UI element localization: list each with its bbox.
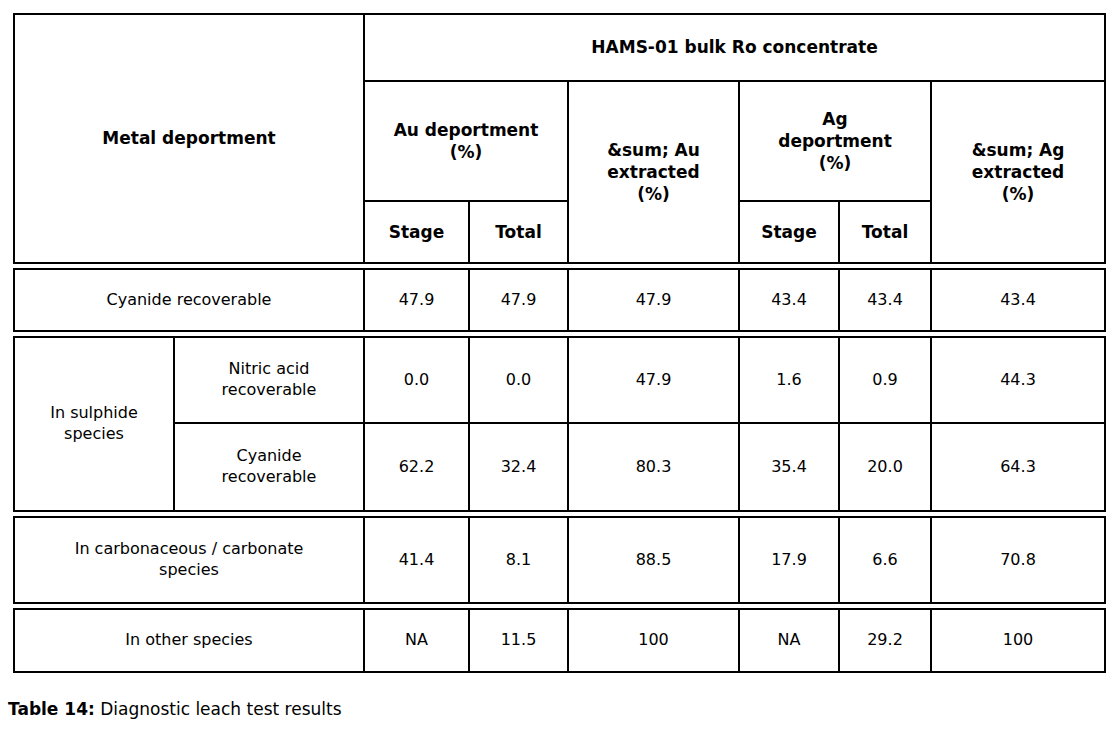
cell-carbonaceous-au-stage: 41.4 xyxy=(364,517,469,603)
cell-cyanide-au-total: 47.9 xyxy=(469,269,568,331)
row-carbonaceous-species: In carbonaceous / carbonate species 41.4… xyxy=(13,516,1106,604)
cell-carbonaceous-sum-ag: 70.8 xyxy=(931,517,1105,603)
table-header-block: Metal deportment HAMS-01 bulk Ro concent… xyxy=(13,13,1106,264)
cell-sulphide-cyanide-ag-stage: 35.4 xyxy=(739,423,839,511)
cell-carbonaceous-sum-au: 88.5 xyxy=(568,517,739,603)
cell-cyanide-sum-au: 47.9 xyxy=(568,269,739,331)
cell-sulphide-cyanide-au-total: 32.4 xyxy=(469,423,568,511)
document-page: Metal deportment HAMS-01 bulk Ro concent… xyxy=(0,0,1113,735)
cell-cyanide-ag-total: 43.4 xyxy=(839,269,931,331)
cell-other-au-stage: NA xyxy=(364,609,469,672)
header-ag-total: Total xyxy=(839,201,931,263)
cell-cyanide-sum-ag: 43.4 xyxy=(931,269,1105,331)
cell-carbonaceous-ag-total: 6.6 xyxy=(839,517,931,603)
row-label-cyanide-recoverable: Cyanide recoverable xyxy=(14,269,364,331)
cell-cyanide-au-stage: 47.9 xyxy=(364,269,469,331)
cell-nitric-ag-total: 0.9 xyxy=(839,337,931,423)
cell-other-ag-total: 29.2 xyxy=(839,609,931,672)
row-other-species: In other species NA 11.5 100 NA 29.2 100 xyxy=(13,608,1106,673)
cell-carbonaceous-au-total: 8.1 xyxy=(469,517,568,603)
header-ag-deportment: Ag deportment (%) xyxy=(739,81,931,201)
header-concentrate-group: HAMS-01 bulk Ro concentrate xyxy=(364,14,1105,81)
cell-nitric-au-stage: 0.0 xyxy=(364,337,469,423)
cell-other-sum-ag: 100 xyxy=(931,609,1105,672)
cell-sulphide-cyanide-au-stage: 62.2 xyxy=(364,423,469,511)
row-label-nitric-acid-recoverable: Nitric acid recoverable xyxy=(174,337,364,423)
header-au-deportment: Au deportment (%) xyxy=(364,81,568,201)
group-label-sulphide-species: In sulphide species xyxy=(14,337,174,511)
cell-nitric-sum-au: 47.9 xyxy=(568,337,739,423)
cell-carbonaceous-ag-stage: 17.9 xyxy=(739,517,839,603)
header-sum-au-extracted: &sum; Au extracted (%) xyxy=(568,81,739,263)
row-cyanide-recoverable: Cyanide recoverable 47.9 47.9 47.9 43.4 … xyxy=(13,268,1106,332)
row-label-sulphide-cyanide-recoverable: Cyanide recoverable xyxy=(174,423,364,511)
cell-sulphide-cyanide-ag-total: 20.0 xyxy=(839,423,931,511)
header-sum-ag-extracted: &sum; Ag extracted (%) xyxy=(931,81,1105,263)
table-caption-number: Table 14: xyxy=(8,699,95,719)
header-au-total: Total xyxy=(469,201,568,263)
cell-other-sum-au: 100 xyxy=(568,609,739,672)
table-caption: Table 14: Diagnostic leach test results xyxy=(8,698,342,720)
cell-sulphide-cyanide-sum-ag: 64.3 xyxy=(931,423,1105,511)
table-caption-text: Diagnostic leach test results xyxy=(95,699,342,719)
diagnostic-leach-table: Metal deportment HAMS-01 bulk Ro concent… xyxy=(13,13,1104,677)
rows-in-sulphide-species: In sulphide species Nitric acid recovera… xyxy=(13,336,1106,512)
cell-cyanide-ag-stage: 43.4 xyxy=(739,269,839,331)
cell-other-ag-stage: NA xyxy=(739,609,839,672)
cell-nitric-ag-stage: 1.6 xyxy=(739,337,839,423)
cell-nitric-sum-ag: 44.3 xyxy=(931,337,1105,423)
header-ag-stage: Stage xyxy=(739,201,839,263)
header-metal-deportment: Metal deportment xyxy=(14,14,364,263)
cell-sulphide-cyanide-sum-au: 80.3 xyxy=(568,423,739,511)
header-au-stage: Stage xyxy=(364,201,469,263)
row-label-carbonaceous: In carbonaceous / carbonate species xyxy=(14,517,364,603)
cell-nitric-au-total: 0.0 xyxy=(469,337,568,423)
row-label-other-species: In other species xyxy=(14,609,364,672)
cell-other-au-total: 11.5 xyxy=(469,609,568,672)
